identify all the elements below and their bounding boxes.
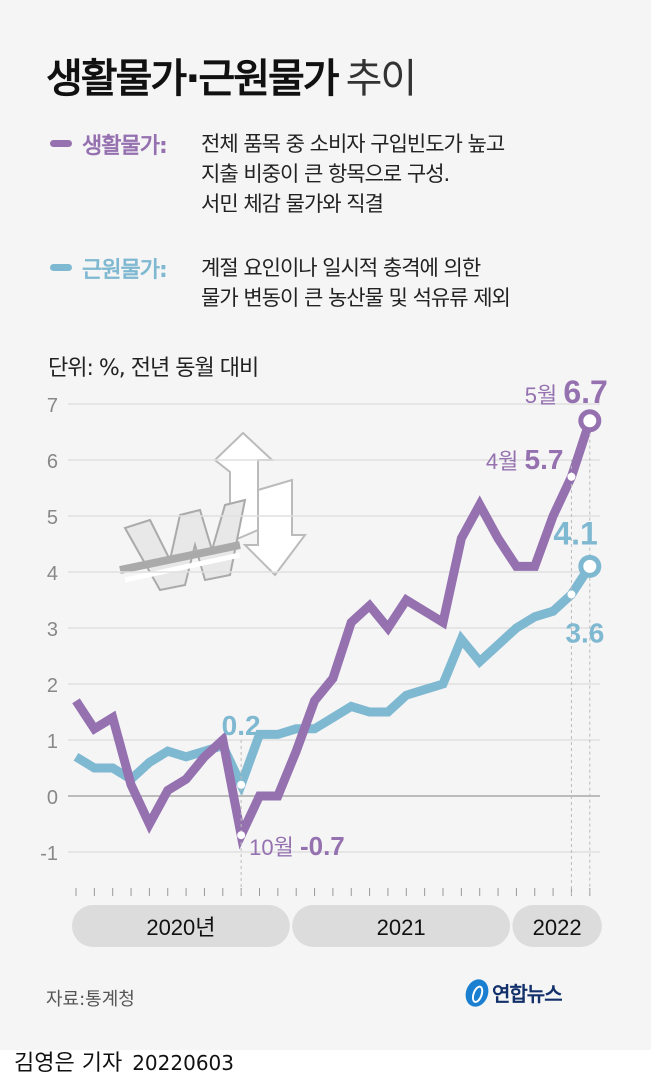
end-point-marker [578,554,602,578]
yonhap-logo-icon [461,975,493,1010]
y-tick-label: 1 [47,731,58,753]
series-line-living [72,419,595,850]
legend-desc-line: 전체 품목 중 소비자 구입빈도가 높고 [201,132,505,156]
won-bar [124,552,241,583]
y-tick-label: 7 [47,395,58,417]
data-label-value: 3.6 [565,617,604,648]
won-arrows-icon [119,431,307,592]
unit-label: 단위: %, 전년 동월 대비 [48,356,259,381]
data-label-value: 4.1 [553,515,597,551]
y-tick-label: 6 [47,451,58,473]
legend-name-core: 근원물가: [82,258,168,283]
legend-desc-line: 지출 비중이 큰 항목으로 구성. [201,162,450,186]
page-title: 생활물가·근원물가 추이 [46,46,418,104]
point-marker [567,590,576,599]
source-label: 자료:통계청 [46,989,135,1010]
infographic-panel [0,0,651,1050]
reporter-name: 김영은 기자 [14,1051,123,1076]
data-label-month: 4월 [486,449,525,474]
legend-swatch-core [50,264,72,271]
data-label-value: -0.7 [300,831,345,861]
legend-swatch-living [50,140,72,147]
won-bar [119,541,241,574]
year-label: 2020년 [146,915,215,940]
title-light: 추이 [345,56,418,102]
year-label: 2022 [533,915,582,940]
point-marker [567,472,576,481]
y-tick-label: 0 [47,787,58,809]
data-label-value: 6.7 [563,380,607,410]
down-arrow-shape [242,478,307,577]
data-label: 3.6 [565,617,604,648]
yonhap-logo: 연합뉴스 [461,975,563,1010]
year-label: 2021 [377,915,426,940]
won-sign-shape [123,498,247,592]
legend-desc-line: 물가 변동이 큰 농산물 및 석유류 제외 [201,286,511,310]
y-tick-label: -1 [40,843,58,865]
data-label: 0.2 [222,710,261,741]
title-bold: 생활물가·근원물가 [46,56,340,102]
legend-name-living: 생활물가: [82,134,168,159]
data-label-value: 0.2 [222,710,261,741]
publish-date: 20220603 [132,1051,234,1075]
y-tick-label: 4 [47,563,58,585]
y-tick-label: 3 [47,619,58,641]
series-line-core [73,563,594,797]
end-point-marker [578,409,602,433]
line-chart: 7 6 5 4 3 2 1 0 -1 2020년 2021 2022 10월 -0.7 0.2 4월 5… [40,380,608,947]
byline: 김영은 기자 20220603 [14,1045,234,1077]
logo-text: 연합뉴스 [492,982,563,1006]
point-marker [237,780,246,789]
legend-desc-line: 계절 요인이나 일시적 충격에 의한 [201,256,481,280]
data-label: 10월 -0.7 [249,831,345,861]
data-label: 4월 5.7 [486,444,564,475]
year-pill [72,905,290,947]
legend-desc-line: 서민 체감 물가와 직결 [201,192,384,216]
point-marker [237,831,246,840]
data-label-value: 5.7 [525,444,564,475]
year-pill [512,905,602,947]
data-label: 5월 6.7 [525,380,608,410]
data-label: 4.1 [553,515,597,551]
y-tick-label: 5 [47,507,58,529]
y-tick-label: 2 [47,675,58,697]
year-pill [292,905,511,947]
data-label-month: 5월 [525,383,564,408]
data-label-month: 10월 [249,835,300,860]
